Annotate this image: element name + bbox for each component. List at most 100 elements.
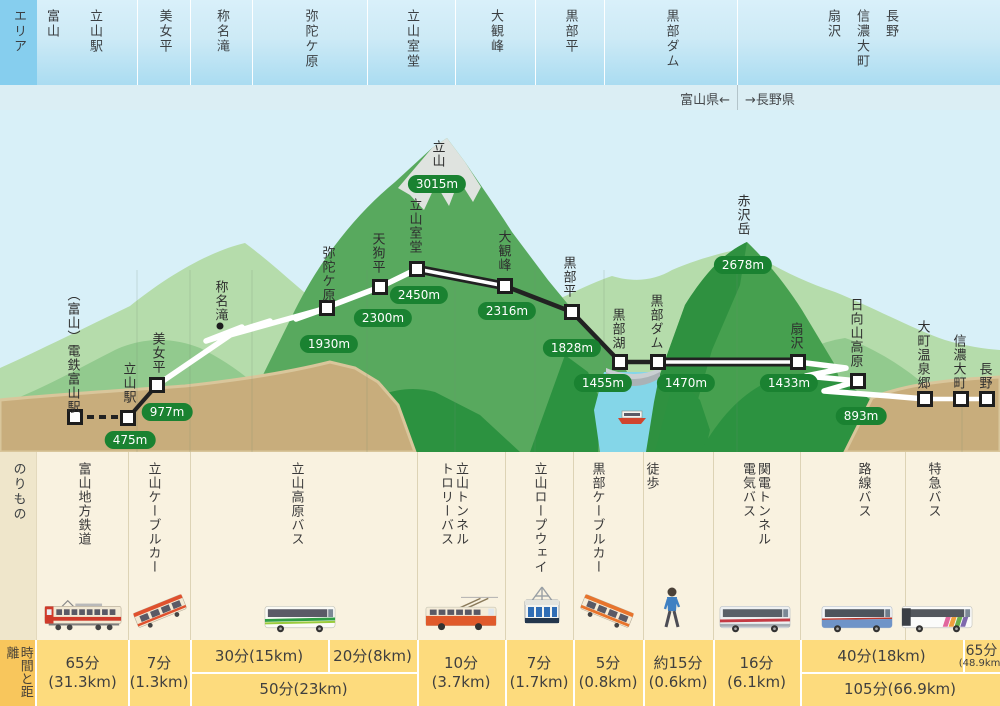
prefecture-band: 富山県← →長野県 xyxy=(0,85,1000,110)
time-value: 7分 xyxy=(526,653,552,672)
time-cell-walk: 約15分 (0.6km) xyxy=(643,640,713,706)
area-col-label: 富山 xyxy=(44,9,59,39)
area-col-label: 信濃大町 xyxy=(854,9,869,69)
area-col-shomyodaki: 称名滝 xyxy=(190,0,252,85)
elevation-badge-midagahara: 1930m xyxy=(299,335,359,353)
area-col-label: 黒部ダム xyxy=(663,9,679,69)
mode-label-electric-bus: 関電トンネル電気バス xyxy=(740,462,770,546)
area-col-label: 大観峰 xyxy=(488,9,503,54)
station-label-hinatayama: 日向山高原 xyxy=(847,298,863,368)
area-header: エリア 富山 立山駅 美女平 称名滝 弥陀ケ原 立山室堂 大観峰 黒部平 黒部ダ… xyxy=(0,0,1000,85)
station-label-kurobeko: 黒部湖 xyxy=(609,308,625,350)
station-label-kurobedaira: 黒部平 xyxy=(560,256,576,298)
time-cell-electric-bus: 16分 (6.1km) xyxy=(713,640,800,706)
time-cell-divider xyxy=(328,640,330,673)
elevation-badge-kurobeko: 1455m xyxy=(573,374,633,392)
time-value: 5分 xyxy=(595,653,621,672)
route-ropeway xyxy=(504,283,573,315)
elevation-badge-kurobedam: 1470m xyxy=(656,374,716,392)
elevation-badge-murodo: 2450m xyxy=(389,286,449,304)
distance-value: (1.3km) xyxy=(129,673,189,691)
time-cell-trolley-bus: 10分 (3.7km) xyxy=(417,640,505,706)
mode-label-trolley-bus: 立山トンネルトロリーバス xyxy=(438,462,468,546)
area-col-label: 扇沢 xyxy=(825,9,840,39)
shomyodaki-dot xyxy=(216,322,224,330)
time-cell-highland-bus-1: 30分(15km) xyxy=(190,640,328,673)
mode-label-chitetsu: 富山地方鉄道 xyxy=(75,462,91,546)
time-cell-highland-bus-2: 20分(8km) xyxy=(328,640,417,673)
time-distance-section: 時間と距離 65分 (31.3km) 7分 (1.3km) 30分(15km) … xyxy=(0,640,1000,706)
mode-label-express-bus: 特急バス xyxy=(925,462,941,518)
mode-label-ropeway: 立山ロープウェイ xyxy=(531,462,547,574)
elevation-badge-bijodaira: 977m xyxy=(141,403,193,421)
electric-bus-icon xyxy=(718,602,792,638)
elevation-badge-hinatayama: 893m xyxy=(835,407,887,425)
time-value: 50分(23km) xyxy=(259,679,348,698)
area-col-label: 長野 xyxy=(883,9,898,39)
distance-value: (31.3km) xyxy=(48,673,117,691)
area-col-toyama: 富山 立山駅 xyxy=(37,0,137,85)
time-cell-local-bus: 40分(18km) xyxy=(800,640,963,673)
trolley-bus-icon xyxy=(424,592,498,636)
area-col-bijodaira: 美女平 xyxy=(137,0,190,85)
vehicle-column-divider xyxy=(713,452,714,640)
local-bus-icon xyxy=(820,602,894,638)
ropeway-icon xyxy=(520,584,564,638)
area-col-label: 黒部平 xyxy=(562,9,578,54)
time-value: 7分 xyxy=(146,653,172,672)
elevation-badge-tateyama: 3015m xyxy=(407,175,467,193)
station-label-tateyama: 立山駅 xyxy=(120,362,136,404)
vehicles-section: のりもの 富山地方鉄道 立山ケーブルカー 立山高原バス 立山トンネルトロリーバス… xyxy=(0,452,1000,640)
elevation-badge-tateyama-sta: 475m xyxy=(104,431,156,449)
area-col-label: 立山室堂 xyxy=(404,9,419,69)
distance-value: (48.9km) xyxy=(958,658,1000,670)
distance-value: (6.1km) xyxy=(727,673,786,691)
time-cell-divider xyxy=(190,672,417,674)
area-col-label: 立山駅 xyxy=(87,9,102,54)
station-label-nagano: 長野 xyxy=(976,362,992,390)
station-label-murodo: 立山室堂 xyxy=(406,198,422,254)
distance-value: (0.6km) xyxy=(648,673,708,691)
area-col-nagano: 扇沢 信濃大町 長野 xyxy=(737,0,1000,85)
time-value: 20分(8km) xyxy=(333,646,412,665)
distance-value: (1.7km) xyxy=(509,673,569,691)
tateyama-cablecar-icon xyxy=(131,588,189,638)
station-label-shinano-omachi: 信濃大町 xyxy=(950,334,966,390)
mode-label-walk: 徒歩 xyxy=(643,462,659,490)
lake-boat-icon xyxy=(618,410,646,424)
time-cell-divider xyxy=(800,672,1000,674)
vehicle-column-divider xyxy=(800,452,801,640)
elevation-badge-tengudaira: 2300m xyxy=(353,309,413,327)
area-col-daikanbo: 大観峰 xyxy=(455,0,535,85)
time-section-label: 時間と距離 xyxy=(3,646,33,698)
area-col-midagahara: 弥陀ケ原 xyxy=(252,0,367,85)
time-cell-tateyama-cablecar: 7分 (1.3km) xyxy=(128,640,190,706)
peak-label-tateyama: 立山 xyxy=(429,140,445,168)
area-col-label: 称名滝 xyxy=(214,9,229,54)
vehicle-column-divider xyxy=(417,452,418,640)
time-value: 16分 xyxy=(739,653,774,672)
time-corner: 時間と距離 xyxy=(0,640,37,706)
highland-bus-icon xyxy=(263,602,337,638)
time-value: 30分(15km) xyxy=(214,646,304,665)
route-highland-bus-road xyxy=(154,266,420,388)
elevation-badge-akasawadake: 2678m xyxy=(713,256,773,274)
station-markers xyxy=(67,261,995,426)
vehicle-column-divider xyxy=(643,452,644,640)
mode-label-highland-bus: 立山高原バス xyxy=(288,462,304,546)
time-value: 105分(66.9km) xyxy=(843,679,957,698)
express-bus-icon xyxy=(900,602,974,638)
prefecture-toyama-label: 富山県← xyxy=(680,93,730,108)
prefecture-border-line xyxy=(737,85,738,110)
elevation-badge-ogizawa: 1433m xyxy=(759,374,819,392)
area-col-murodo: 立山室堂 xyxy=(367,0,455,85)
station-label-ogizawa: 扇沢 xyxy=(787,322,803,350)
area-col-label: 弥陀ケ原 xyxy=(302,9,318,69)
area-corner: エリア xyxy=(0,0,37,85)
elevation-profile-illustration: （富山）電鉄富山駅 立山駅 美女平 称名滝 弥陀ケ原 天狗平 立山室堂 立山 大… xyxy=(0,110,1000,452)
station-label-midagahara: 弥陀ケ原 xyxy=(319,246,335,302)
distance-value: (0.8km) xyxy=(578,673,638,691)
mode-label-kurobe-cablecar: 黒部ケーブルカー xyxy=(589,462,605,574)
time-cell-divider xyxy=(963,640,965,673)
vehicle-column-divider xyxy=(905,452,906,640)
